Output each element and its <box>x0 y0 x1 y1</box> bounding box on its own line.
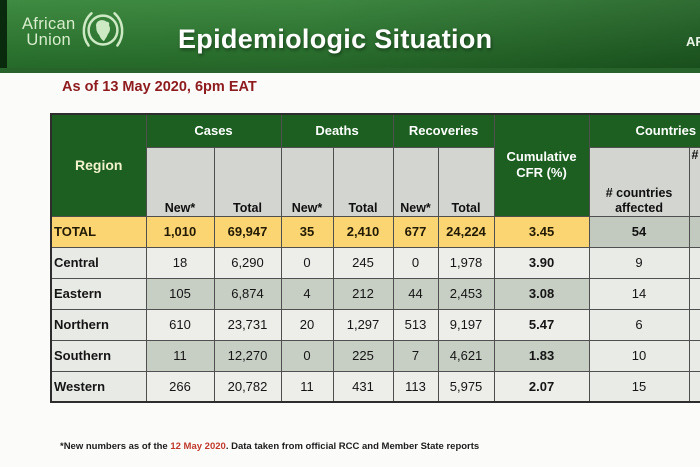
table-row-western: Western 266 20,782 11 431 113 5,975 2.07… <box>50 370 700 403</box>
page-title: Epidemiologic Situation <box>178 24 493 54</box>
african-union-emblem-icon <box>83 12 124 47</box>
epidemiologic-table-wrap: Region Cases Deaths Recoveries Cumulativ… <box>50 113 700 403</box>
region-cell: Southern <box>50 339 147 372</box>
table-row-total: TOTAL 1,010 69,947 35 2,410 677 24,224 3… <box>50 215 700 248</box>
cases-new-cell: 105 <box>145 277 215 310</box>
cases-new-cell: 266 <box>145 370 215 403</box>
cfr-cell: 3.90 <box>493 246 590 279</box>
recoveries-total-cell: 1,978 <box>437 246 495 279</box>
cfr-cell: 3.08 <box>493 277 590 310</box>
cases-total-header: Total <box>213 146 282 217</box>
clipped-column-cell <box>688 339 700 372</box>
cases-new-cell: 610 <box>145 308 215 341</box>
recoveries-new-cell: 113 <box>392 370 439 403</box>
deaths-new-cell: 0 <box>280 339 334 372</box>
recoveries-group-header: Recoveries <box>392 113 495 148</box>
logo-line1: African <box>22 14 76 33</box>
countries-affected-cell: 9 <box>588 246 690 279</box>
region-cell: Western <box>50 370 147 403</box>
table-group-header-row: Region Cases Deaths Recoveries Cumulativ… <box>50 113 700 217</box>
region-cell: TOTAL <box>50 215 147 248</box>
deaths-total-cell: 2,410 <box>332 215 394 248</box>
cases-group-header: Cases <box>145 113 282 148</box>
countries-affected-cell: 14 <box>588 277 690 310</box>
recoveries-total-cell: 24,224 <box>437 215 495 248</box>
region-column-header: Region <box>50 113 147 217</box>
clipped-column-cell <box>688 215 700 248</box>
header-banner: African Union Epidemiologic Situation AF <box>0 0 700 73</box>
countries-affected-cell: 15 <box>588 370 690 403</box>
deaths-new-cell: 11 <box>280 370 334 403</box>
deaths-new-cell: 20 <box>280 308 334 341</box>
recoveries-new-cell: 44 <box>392 277 439 310</box>
deaths-total-cell: 225 <box>332 339 394 372</box>
deaths-total-cell: 212 <box>332 277 394 310</box>
footnote-prefix: *New numbers as of the <box>60 441 171 452</box>
cfr-cell: 5.47 <box>493 308 590 341</box>
recoveries-total-cell: 2,453 <box>437 277 495 310</box>
countries-affected-cell: 6 <box>588 308 690 341</box>
deaths-new-cell: 0 <box>280 246 334 279</box>
recoveries-new-cell: 7 <box>392 339 439 372</box>
cases-total-cell: 69,947 <box>213 215 282 248</box>
cfr-cell: 1.83 <box>493 339 590 372</box>
deaths-group-header: Deaths <box>280 113 394 148</box>
table-row-eastern: Eastern 105 6,874 4 212 44 2,453 3.08 14 <box>50 277 700 310</box>
recoveries-new-cell: 513 <box>392 308 439 341</box>
table-row-central: Central 18 6,290 0 245 0 1,978 3.90 9 <box>50 246 700 279</box>
epidemiologic-table: Region Cases Deaths Recoveries Cumulativ… <box>50 113 700 403</box>
countries-group-header: Countries in e <box>588 113 700 148</box>
cumulative-cfr-header: Cumulative CFR (%) <box>493 113 590 217</box>
cfr-cell: 3.45 <box>493 215 590 248</box>
logo-line2: Union <box>26 31 72 49</box>
clipped-column-cell <box>688 246 700 279</box>
cases-total-cell: 6,290 <box>213 246 282 279</box>
cases-total-cell: 12,270 <box>213 339 282 372</box>
footnote-suffix: . Data taken from official RCC and Membe… <box>225 441 480 452</box>
recoveries-total-cell: 5,975 <box>437 370 495 403</box>
african-union-logo: African Union <box>22 7 127 57</box>
banner-left-accent <box>0 0 7 68</box>
recoveries-total-cell: 4,621 <box>437 339 495 372</box>
deaths-total-cell: 431 <box>332 370 394 403</box>
recoveries-total-cell: 9,197 <box>437 308 495 341</box>
recoveries-new-cell: 677 <box>392 215 439 248</box>
clipped-column-cell <box>688 370 700 403</box>
countries-affected-cell: 10 <box>588 339 690 372</box>
banner-right-clipped-text: AF <box>686 34 700 49</box>
region-cell: Northern <box>50 308 147 341</box>
deaths-new-cell: 35 <box>280 215 334 248</box>
cases-new-cell: 18 <box>145 246 215 279</box>
cases-new-header: New* <box>145 146 215 217</box>
deaths-total-cell: 245 <box>332 246 394 279</box>
cases-total-cell: 20,782 <box>213 370 282 403</box>
cases-new-cell: 1,010 <box>145 215 215 248</box>
cases-new-cell: 11 <box>145 339 215 372</box>
region-cell: Eastern <box>50 277 147 310</box>
deaths-total-cell: 1,297 <box>332 308 394 341</box>
table-sub-header-row: New* Total New* Total New* Total # count… <box>51 146 700 217</box>
clipped-column-cell <box>688 277 700 310</box>
footnote: *New numbers as of the 12 May 2020. Data… <box>60 441 479 452</box>
deaths-new-cell: 4 <box>280 277 334 310</box>
recoveries-new-cell: 0 <box>392 246 439 279</box>
countries-affected-header: # countries affected <box>588 146 690 217</box>
table-row-southern: Southern 11 12,270 0 225 7 4,621 1.83 10 <box>50 339 700 372</box>
cases-total-cell: 23,731 <box>213 308 282 341</box>
deaths-new-header: New* <box>280 146 334 217</box>
clipped-column-cell <box>688 308 700 341</box>
countries-affected-cell: 54 <box>588 215 690 248</box>
recoveries-total-header: Total <box>437 146 495 217</box>
cfr-cell: 2.07 <box>493 370 590 403</box>
cases-total-cell: 6,874 <box>213 277 282 310</box>
recoveries-new-header: New* <box>392 146 439 217</box>
table-row-northern: Northern 610 23,731 20 1,297 513 9,197 5… <box>50 308 700 341</box>
footnote-date: 12 May 2020 <box>170 441 226 452</box>
deaths-total-header: Total <box>332 146 394 217</box>
clipped-column-header: # <box>688 146 700 217</box>
region-cell: Central <box>50 246 147 279</box>
as-of-date-subtitle: As of 13 May 2020, 6pm EAT <box>62 79 257 95</box>
african-union-logo-text: African Union <box>22 14 76 49</box>
